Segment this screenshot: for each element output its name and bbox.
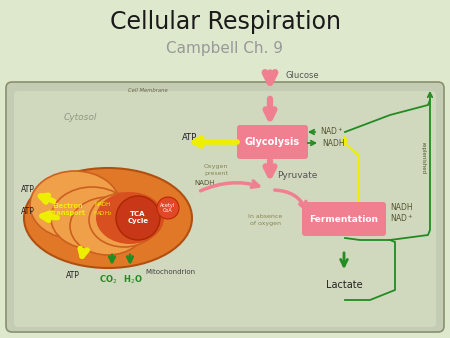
Circle shape (116, 196, 160, 240)
Text: Pyruvate: Pyruvate (277, 170, 317, 179)
Text: NAD$^+$: NAD$^+$ (320, 125, 344, 137)
FancyBboxPatch shape (14, 91, 436, 327)
FancyBboxPatch shape (302, 202, 386, 236)
Text: ATP: ATP (21, 185, 35, 193)
FancyBboxPatch shape (237, 125, 308, 159)
Text: Cytosol: Cytosol (63, 114, 97, 122)
Ellipse shape (51, 187, 133, 249)
Text: Glycolysis: Glycolysis (245, 137, 300, 147)
Text: NADH: NADH (195, 180, 215, 186)
Text: TCA
Cycle: TCA Cycle (127, 212, 148, 224)
Text: H$_2$O: H$_2$O (123, 274, 143, 286)
Ellipse shape (70, 197, 146, 255)
Text: In absence
of oxygen: In absence of oxygen (248, 214, 282, 225)
Ellipse shape (30, 171, 120, 239)
Text: Cellular Respiration: Cellular Respiration (109, 10, 341, 34)
Ellipse shape (96, 192, 164, 244)
FancyBboxPatch shape (6, 82, 444, 332)
Text: Mitochondrion: Mitochondrion (145, 269, 195, 275)
Text: Glucose: Glucose (285, 71, 319, 79)
Text: Lactate: Lactate (326, 280, 362, 290)
Text: ATP: ATP (66, 270, 80, 280)
Ellipse shape (24, 168, 192, 268)
Text: Fermentation: Fermentation (310, 215, 378, 223)
Text: NADH
FADH$_2$: NADH FADH$_2$ (93, 202, 112, 218)
Ellipse shape (89, 193, 159, 247)
Text: CO$_2$: CO$_2$ (99, 274, 117, 286)
Text: Cell Membrane: Cell Membrane (128, 89, 168, 94)
Text: replenished: replenished (420, 142, 426, 174)
Text: Oxygen
present: Oxygen present (203, 164, 228, 176)
Text: ATP: ATP (182, 132, 198, 142)
Text: NADH: NADH (322, 139, 345, 147)
Circle shape (157, 197, 179, 219)
Text: NADH: NADH (390, 203, 413, 213)
Text: Electron
transport: Electron transport (50, 203, 86, 217)
Text: NAD$^+$: NAD$^+$ (390, 212, 414, 224)
Text: ATP: ATP (21, 208, 35, 217)
Text: Campbell Ch. 9: Campbell Ch. 9 (166, 41, 284, 55)
Text: Acetyl
CoA: Acetyl CoA (161, 203, 176, 213)
